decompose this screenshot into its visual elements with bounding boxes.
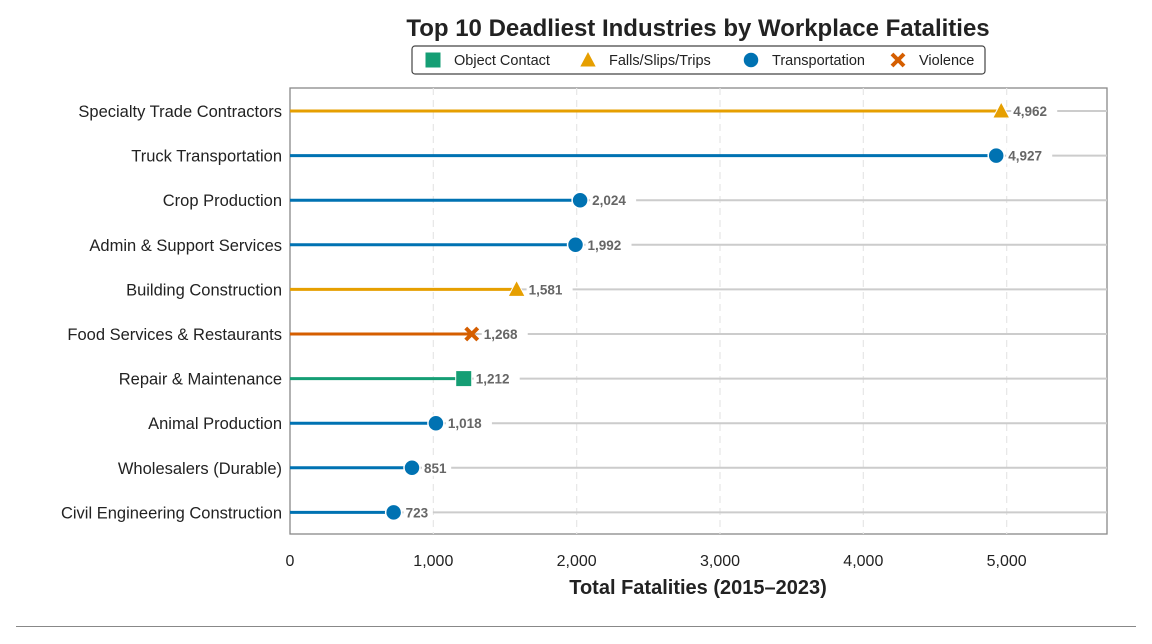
value-label: 1,212 bbox=[476, 372, 510, 387]
category-label: Animal Production bbox=[148, 415, 282, 433]
value-label: 2,024 bbox=[592, 193, 626, 208]
legend-marker bbox=[578, 49, 598, 68]
legend-label: Transportation bbox=[772, 53, 865, 69]
value-label-bg bbox=[590, 192, 637, 209]
value-label-bg bbox=[403, 504, 433, 521]
lollipop-markers bbox=[384, 100, 1011, 522]
legend-label: Falls/Slips/Trips bbox=[609, 53, 711, 69]
value-label-bg bbox=[445, 415, 492, 432]
value-label: 1,018 bbox=[448, 416, 482, 431]
value-label: 851 bbox=[424, 461, 447, 476]
category-label: Crop Production bbox=[163, 192, 282, 210]
bottom-divider bbox=[16, 626, 1136, 627]
x-tick-label: 1,000 bbox=[413, 553, 453, 570]
y-axis-labels: Specialty Trade Contractors Truck Transpo… bbox=[61, 103, 282, 522]
legend-marker bbox=[742, 51, 760, 69]
lollipop-stems bbox=[290, 109, 1002, 514]
category-label: Truck Transportation bbox=[131, 148, 282, 166]
value-label-bg bbox=[421, 459, 452, 476]
value-label: 1,268 bbox=[484, 327, 518, 342]
data-point-marker bbox=[427, 414, 445, 432]
legend-frame bbox=[411, 45, 986, 75]
value-label-bg bbox=[473, 370, 520, 387]
plot-frame bbox=[289, 87, 1108, 535]
data-point-marker bbox=[384, 503, 403, 522]
value-label: 1,992 bbox=[588, 238, 622, 253]
x-axis-title: Total Fatalities (2015–2023) bbox=[569, 577, 827, 599]
data-point-marker bbox=[991, 100, 1011, 119]
legend-label: Object Contact bbox=[454, 53, 550, 69]
background-tracks bbox=[290, 110, 1107, 514]
data-point-marker bbox=[403, 459, 421, 477]
value-label-bg bbox=[585, 236, 632, 253]
value-label: 1,581 bbox=[529, 282, 563, 297]
x-axis-ticks: 0 1,000 2,000 3,000 4,000 5,000 bbox=[286, 553, 1027, 570]
x-tick-label: 5,000 bbox=[987, 553, 1027, 570]
category-label: Wholesalers (Durable) bbox=[118, 460, 282, 478]
category-label: Food Services & Restaurants bbox=[67, 326, 282, 344]
x-tick-label: 3,000 bbox=[700, 553, 740, 570]
value-label: 4,962 bbox=[1013, 104, 1047, 119]
value-label-bg bbox=[1006, 147, 1053, 164]
category-label: Repair & Maintenance bbox=[119, 371, 282, 389]
x-tick-label: 4,000 bbox=[843, 553, 883, 570]
legend: Object Contact Falls/Slips/Trips Transport… bbox=[411, 45, 986, 75]
data-point-marker bbox=[507, 279, 526, 297]
data-point-marker bbox=[987, 146, 1005, 165]
category-label: Building Construction bbox=[126, 281, 282, 299]
value-labels: 4,962 4,927 2,024 1,992 1,581 1,268 1,212 1,018… bbox=[403, 103, 1058, 521]
category-label: Admin & Support Services bbox=[89, 237, 282, 255]
legend-label: Violence bbox=[919, 53, 974, 69]
legend-marker bbox=[424, 51, 442, 69]
x-tick-label: 2,000 bbox=[557, 553, 597, 570]
value-label-bg bbox=[1011, 103, 1058, 119]
data-point-marker bbox=[455, 370, 473, 388]
plot-area: 4,962 4,927 2,024 1,992 1,581 1,268 1,212 1,018… bbox=[289, 87, 1108, 535]
value-label-bg bbox=[526, 281, 573, 298]
chart-title: Top 10 Deadliest Industries by Workplace… bbox=[406, 15, 989, 42]
category-label: Civil Engineering Construction bbox=[61, 504, 282, 522]
value-label-bg bbox=[481, 326, 528, 342]
data-point-marker bbox=[571, 191, 589, 209]
value-label: 4,927 bbox=[1008, 149, 1042, 164]
category-label: Specialty Trade Contractors bbox=[78, 103, 282, 121]
legend-marker bbox=[890, 52, 906, 68]
data-point-marker bbox=[566, 236, 585, 254]
data-point-marker bbox=[464, 326, 480, 342]
x-tick-label: 0 bbox=[286, 553, 295, 570]
value-label: 723 bbox=[406, 505, 429, 520]
